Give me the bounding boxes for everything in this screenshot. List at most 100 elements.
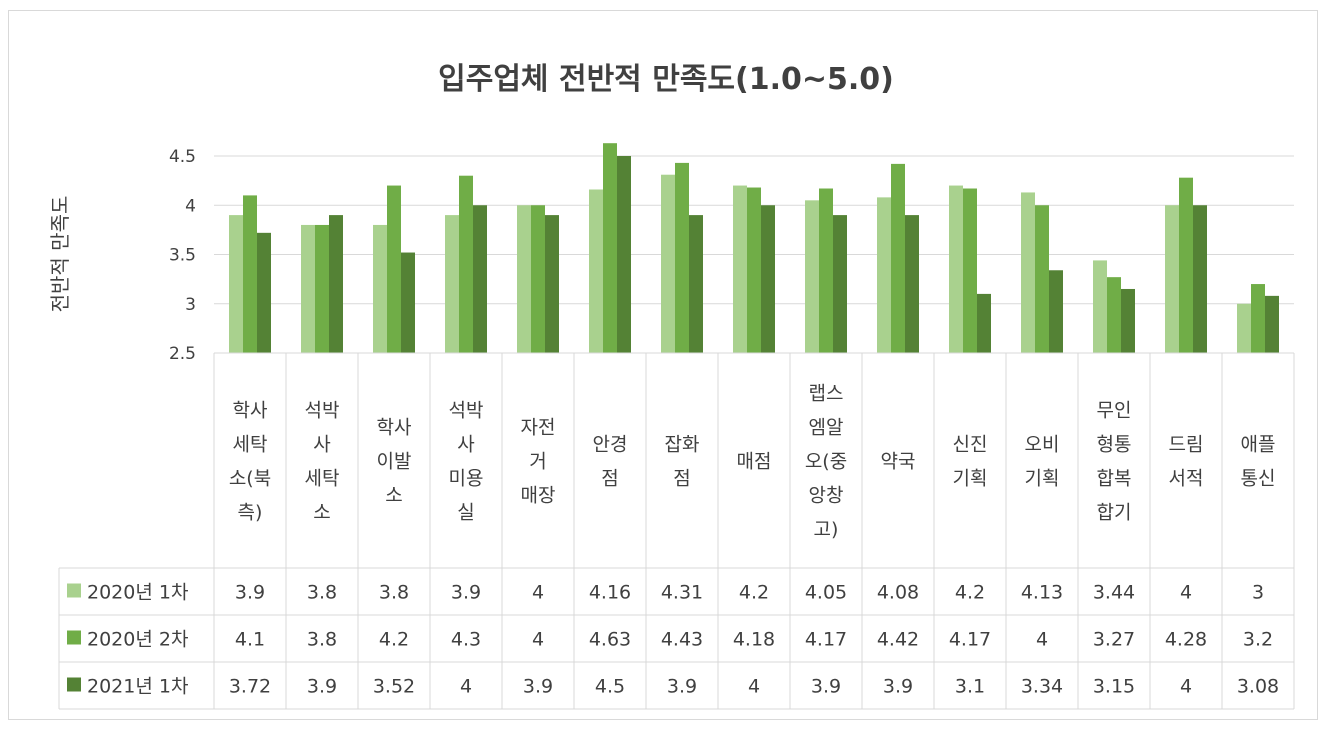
data-label: 4.13 bbox=[1021, 582, 1063, 604]
bar bbox=[589, 189, 603, 353]
bar bbox=[1165, 205, 1179, 353]
bar bbox=[401, 252, 415, 353]
bar bbox=[229, 215, 243, 353]
bar bbox=[243, 195, 257, 353]
data-label: 4.43 bbox=[661, 629, 703, 651]
data-label: 4.17 bbox=[805, 629, 847, 651]
data-label: 4.2 bbox=[379, 629, 409, 651]
bar bbox=[1107, 277, 1121, 353]
x-category-label: 학사 세탁 소(북 측) bbox=[229, 400, 271, 524]
data-label: 4 bbox=[460, 676, 472, 698]
legend-label: 2020년 1차 bbox=[87, 582, 188, 604]
data-label: 3.8 bbox=[307, 582, 337, 604]
legend-label: 2021년 1차 bbox=[87, 676, 188, 698]
bar bbox=[617, 156, 631, 353]
chart-title: 입주업체 전반적 만족도(1.0~5.0) bbox=[438, 62, 894, 97]
data-label: 4 bbox=[1036, 629, 1048, 651]
bar bbox=[761, 205, 775, 353]
data-label: 4.2 bbox=[739, 582, 769, 604]
x-category-label: 안경 점 bbox=[593, 434, 628, 490]
data-label: 4 bbox=[532, 629, 544, 651]
data-label: 4.1 bbox=[235, 629, 265, 651]
data-label: 4.2 bbox=[955, 582, 985, 604]
bar bbox=[473, 205, 487, 353]
data-label: 3.44 bbox=[1093, 582, 1135, 604]
bar bbox=[977, 293, 991, 353]
bar bbox=[747, 187, 761, 353]
data-label: 3.2 bbox=[1243, 629, 1273, 651]
data-label: 4.05 bbox=[805, 582, 847, 604]
bar bbox=[1049, 270, 1063, 353]
x-category-label: 매점 bbox=[737, 451, 772, 473]
data-label: 4 bbox=[748, 676, 760, 698]
data-label: 3.27 bbox=[1093, 629, 1135, 651]
bar bbox=[675, 162, 689, 353]
legend-key bbox=[67, 583, 81, 598]
x-category-label: 무인 형통 합복 합기 bbox=[1097, 400, 1132, 524]
y-tick-label: 4.5 bbox=[169, 147, 196, 167]
data-label: 3.9 bbox=[307, 676, 337, 698]
data-label: 3.9 bbox=[235, 582, 265, 604]
bar bbox=[1179, 177, 1193, 353]
data-label: 4.28 bbox=[1165, 629, 1207, 651]
x-category-label: 석박 사 미용 실 bbox=[449, 400, 484, 524]
bar bbox=[315, 224, 329, 353]
bar bbox=[545, 215, 559, 353]
data-label: 4.42 bbox=[877, 629, 919, 651]
x-category-label: 잡화 점 bbox=[665, 434, 700, 490]
x-category-label: 자전 거 매장 bbox=[521, 417, 556, 507]
data-label: 3.8 bbox=[307, 629, 337, 651]
legend-label: 2020년 2차 bbox=[87, 629, 188, 651]
data-label: 3.72 bbox=[229, 676, 271, 698]
data-label: 3.9 bbox=[883, 676, 913, 698]
data-label: 3.9 bbox=[523, 676, 553, 698]
x-category-label: 학사 이발 소 bbox=[377, 417, 412, 507]
data-label: 3.52 bbox=[373, 676, 415, 698]
bar bbox=[257, 232, 271, 353]
data-label: 3.9 bbox=[811, 676, 841, 698]
bar bbox=[301, 224, 315, 353]
bar bbox=[1251, 284, 1265, 353]
data-label: 3.1 bbox=[955, 676, 985, 698]
data-label: 3.9 bbox=[451, 582, 481, 604]
y-axis-ticks: 2.5 3 3.5 4 4.5 bbox=[169, 147, 196, 364]
data-label: 3 bbox=[1252, 582, 1264, 604]
bar bbox=[445, 215, 459, 353]
x-category-label: 랩스 엠알 오(중 앙창 고) bbox=[805, 383, 847, 541]
data-table: 학사 세탁 소(북 측) 석박 사 세탁 소 학사 이발 소 석박 사 미용 실 자전 거 매장 안경 점 잡화 점 매점 랩… bbox=[58, 352, 1295, 710]
data-label: 3.15 bbox=[1093, 676, 1135, 698]
data-label: 4.63 bbox=[589, 629, 631, 651]
chart-svg: 입주업체 전반적 만족도(1.0~5.0) 전반적 만족도 2.5 3 3.5 4 4.… bbox=[48, 62, 1295, 710]
data-label: 4 bbox=[1180, 676, 1192, 698]
data-label: 4.08 bbox=[877, 582, 919, 604]
data-label: 4.16 bbox=[589, 582, 631, 604]
data-label: 4 bbox=[532, 582, 544, 604]
bar bbox=[833, 215, 847, 353]
bar bbox=[459, 175, 473, 353]
bar bbox=[1265, 295, 1279, 353]
bar bbox=[373, 224, 387, 353]
x-category-label: 석박 사 세탁 소 bbox=[305, 400, 340, 524]
bar bbox=[1035, 205, 1049, 353]
legend-key bbox=[67, 630, 81, 645]
bar bbox=[531, 205, 545, 353]
data-label: 3.34 bbox=[1021, 676, 1063, 698]
y-tick-label: 3.5 bbox=[169, 246, 196, 266]
x-category-label: 드림 서적 bbox=[1169, 434, 1204, 490]
bar bbox=[329, 215, 343, 353]
bar bbox=[877, 197, 891, 353]
bar bbox=[1193, 205, 1207, 353]
data-label: 4.5 bbox=[595, 676, 625, 698]
bar bbox=[517, 205, 531, 353]
y-tick-label: 2.5 bbox=[169, 344, 196, 364]
data-label: 3.8 bbox=[379, 582, 409, 604]
bar bbox=[963, 188, 977, 353]
data-label: 4.18 bbox=[733, 629, 775, 651]
data-label: 4 bbox=[1180, 582, 1192, 604]
bar bbox=[1237, 303, 1251, 353]
data-label: 4.31 bbox=[661, 582, 703, 604]
bar bbox=[603, 143, 617, 353]
bar bbox=[1021, 192, 1035, 353]
bar bbox=[819, 188, 833, 353]
y-tick-label: 4 bbox=[185, 196, 196, 216]
